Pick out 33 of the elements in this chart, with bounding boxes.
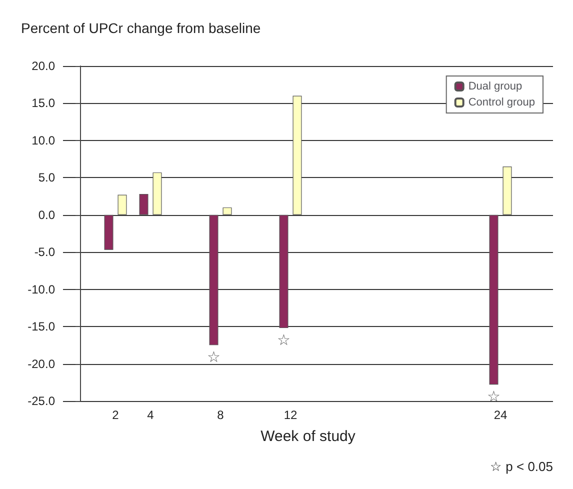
x-tick-label: 12 — [284, 408, 298, 422]
x-axis-title: Week of study — [260, 428, 356, 445]
bar — [502, 166, 512, 215]
legend-label: Control group — [468, 96, 536, 108]
annotation: ☆ — [487, 388, 500, 406]
annotation: ☆ — [277, 332, 290, 350]
bar — [139, 194, 148, 215]
x-tick-label: 24 — [494, 408, 508, 422]
y-tick-label: -10.0 — [28, 282, 56, 296]
y-tick-label: 5.0 — [38, 170, 56, 185]
y-tick-label: 15.0 — [32, 96, 56, 110]
bar — [222, 207, 232, 215]
y-tick-label: 0.0 — [38, 208, 56, 222]
y-tick-label: -5.0 — [34, 245, 56, 260]
x-tick-label: 8 — [217, 408, 224, 422]
bar — [104, 214, 114, 250]
y-tick-label: 10.0 — [32, 133, 56, 148]
bar — [118, 194, 127, 215]
y-tick-label: -15.0 — [28, 320, 56, 334]
y-tick-label: -25.0 — [28, 394, 56, 408]
x-tick-label: 2 — [112, 408, 120, 422]
legend-label: Dual group — [468, 80, 522, 92]
bar — [152, 172, 162, 215]
bar — [209, 214, 218, 346]
text: ☆ p < 0.05 — [490, 459, 554, 474]
y-tick-label: 20.0 — [32, 59, 56, 73]
bar — [279, 214, 288, 328]
bar — [489, 214, 498, 385]
chart-title: Percent of UPCr change from baseline — [21, 20, 261, 36]
y-tick-label: -20.0 — [28, 356, 56, 371]
bar — [292, 96, 302, 215]
annotation: ☆ — [207, 349, 220, 366]
x-tick-label: 4 — [147, 408, 154, 422]
